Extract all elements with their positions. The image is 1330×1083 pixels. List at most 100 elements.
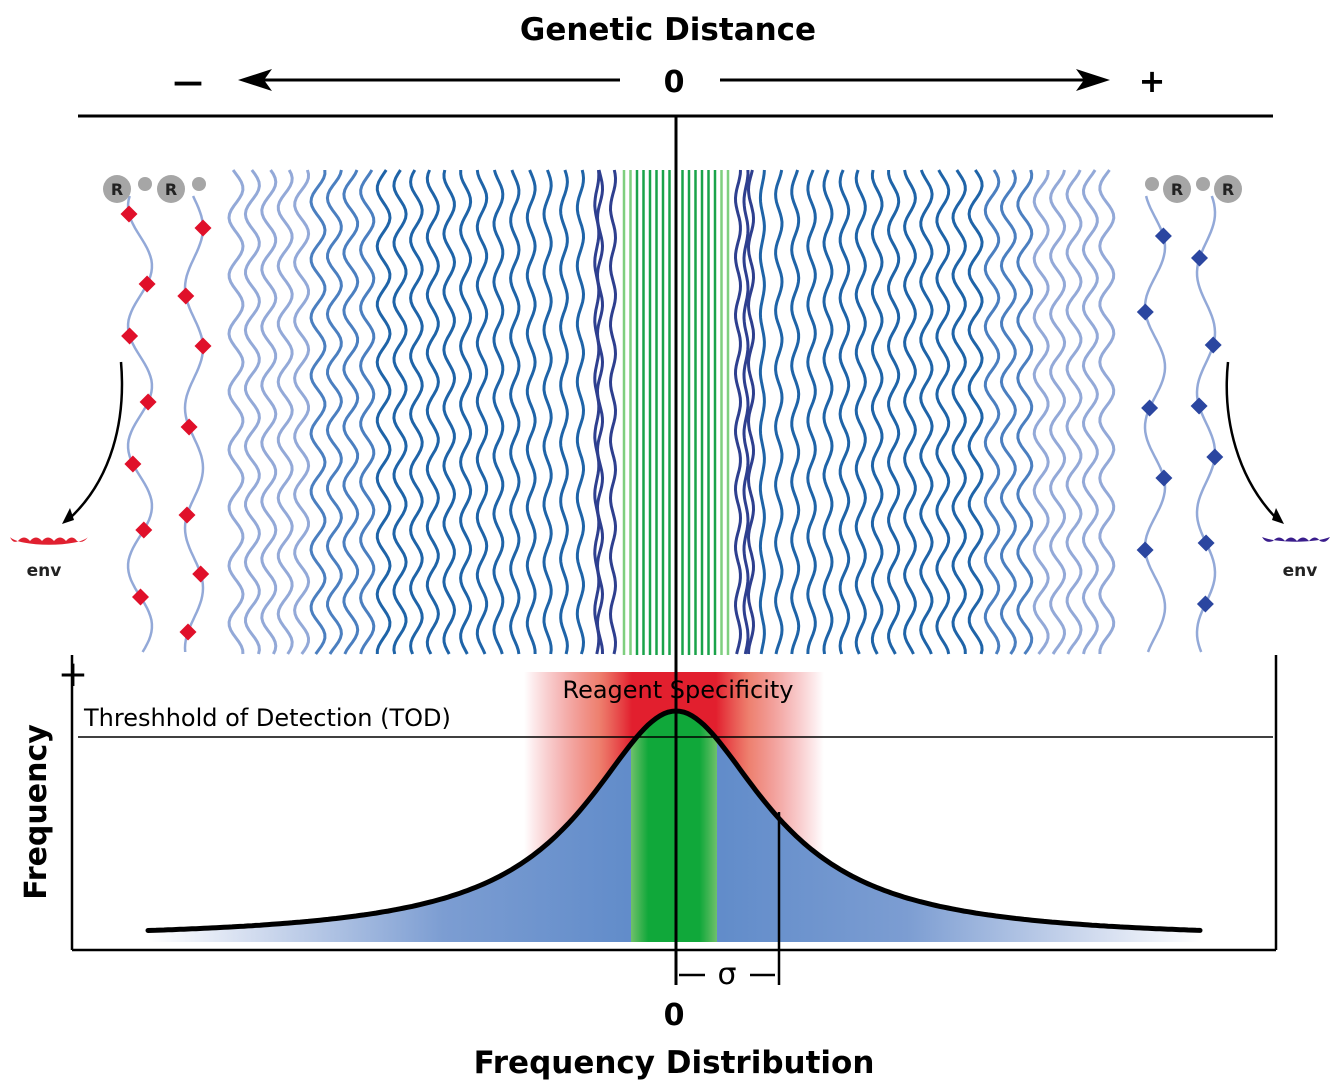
- right-receptor-2-label: R: [1222, 180, 1234, 199]
- sigma-label: σ: [717, 957, 736, 992]
- sequence-strand: [953, 170, 965, 654]
- sequence-strand: [278, 170, 292, 654]
- minus-label: —: [173, 65, 203, 100]
- right-edge-diamond: [1137, 304, 1154, 321]
- sequence-strand: [1018, 170, 1032, 654]
- left-env-shape: [10, 537, 88, 545]
- sequence-strand: [760, 170, 764, 654]
- genetic-distance-title: Genetic Distance: [520, 12, 816, 48]
- left-edge-diamond: [177, 288, 194, 305]
- sequence-strand: [611, 170, 616, 654]
- left-edge-diamond: [195, 338, 212, 355]
- sequence-strand: [744, 170, 748, 654]
- left-edge-diamond: [179, 507, 196, 524]
- sequence-strand: [295, 170, 309, 654]
- sequence-strand: [889, 170, 899, 654]
- right-edge-diamond: [1205, 337, 1222, 354]
- sequence-strand: [872, 170, 882, 654]
- right-env-label: env: [1283, 561, 1318, 581]
- sequence-strand: [311, 170, 325, 654]
- sequence-strand: [544, 170, 551, 654]
- right-edge-diamond: [1141, 400, 1158, 417]
- sequence-strand: [1001, 170, 1015, 654]
- left-edge-diamond: [195, 220, 212, 237]
- left-edge-diamond: [124, 456, 141, 473]
- right-edge-diamond: [1155, 470, 1172, 487]
- right-edge-diamond: [1155, 228, 1172, 245]
- left-edge-diamond: [135, 522, 152, 539]
- right-edge-diamond: [1206, 449, 1223, 466]
- sequence-strand: [411, 170, 423, 654]
- sequence-strand: [1067, 170, 1081, 654]
- sequence-strand: [229, 170, 243, 654]
- sequence-strand: [595, 170, 599, 654]
- tod-label: Threshhold of Detection (TOD): [83, 704, 451, 732]
- right-env: env: [1227, 362, 1330, 581]
- right-edge-diamond: [1191, 250, 1208, 267]
- sequence-strand: [921, 170, 932, 654]
- left-receptor-2-label: R: [165, 180, 177, 199]
- right-receptors: R R: [1145, 175, 1242, 203]
- sequence-strand: [444, 170, 455, 654]
- sequence-strand: [344, 170, 358, 654]
- sequence-strand: [937, 170, 949, 654]
- right-receptor-1-label: R: [1171, 180, 1183, 199]
- left-edge-diamond: [139, 276, 156, 293]
- y-axis-plus: +: [58, 654, 88, 695]
- left-env-label: env: [27, 561, 62, 581]
- sequence-strand: [494, 170, 503, 654]
- right-env-shape: [1262, 537, 1330, 542]
- left-edge-diamond: [192, 566, 209, 583]
- sequence-strand: [824, 170, 832, 654]
- x-zero-label: 0: [664, 998, 685, 1033]
- left-edge-diamond: [180, 624, 197, 641]
- sequence-strand: [736, 170, 741, 654]
- reagent-specificity-label: Reagent Specificity: [562, 676, 793, 704]
- left-edge-strand: [128, 196, 152, 652]
- sequence-strand: [1034, 170, 1048, 654]
- left-edge-diamond: [132, 589, 149, 606]
- sequence-strand: [905, 170, 916, 654]
- plus-label: +: [1139, 62, 1166, 100]
- y-axis-label: Frequency: [19, 724, 54, 900]
- sequence-strand: [776, 170, 782, 654]
- sequence-strand: [477, 170, 486, 654]
- right-edge-strand: [1145, 196, 1165, 652]
- distribution-plot: Threshhold of Detection (TOD) Reagent Sp…: [19, 654, 1276, 1081]
- sequence-strand: [577, 170, 583, 654]
- sequence-strand: [377, 170, 390, 654]
- frequency-distribution-title: Frequency Distribution: [474, 1045, 875, 1081]
- right-edge-diamond: [1198, 535, 1215, 552]
- sequence-strand: [792, 170, 799, 654]
- sequence-strand: [969, 170, 982, 654]
- sequence-strand: [808, 170, 816, 654]
- left-receptor-1-label: R: [111, 180, 123, 199]
- sequence-strand: [840, 170, 849, 654]
- left-edge-diamond: [140, 394, 157, 411]
- left-edge-diamond: [181, 419, 198, 436]
- sequence-strand: [327, 170, 341, 654]
- sequence-strand: [1051, 170, 1065, 654]
- left-receptors: R R: [103, 175, 206, 203]
- sequence-strand: [856, 170, 865, 654]
- right-edge-diamond: [1137, 542, 1154, 559]
- sequence-strand: [561, 170, 568, 654]
- right-arrow: [720, 69, 1110, 91]
- sequence-strand: [1083, 170, 1097, 654]
- sequence-strand: [461, 170, 471, 654]
- sequence-strand: [511, 170, 519, 654]
- sequence-strand: [262, 170, 276, 654]
- right-edge-diamond: [1191, 398, 1208, 415]
- left-edge-diamond: [121, 328, 138, 345]
- sequence-strand: [394, 170, 406, 654]
- sequence-strand: [1100, 170, 1114, 654]
- left-arrow: [238, 69, 620, 91]
- left-env: env: [10, 362, 122, 581]
- sequence-strand: [361, 170, 374, 654]
- left-edge-diamond: [121, 206, 138, 223]
- right-edge-diamond: [1197, 596, 1214, 613]
- top-zero-label: 0: [664, 65, 685, 100]
- strand-field: [229, 170, 1114, 655]
- sequence-strand: [427, 170, 438, 654]
